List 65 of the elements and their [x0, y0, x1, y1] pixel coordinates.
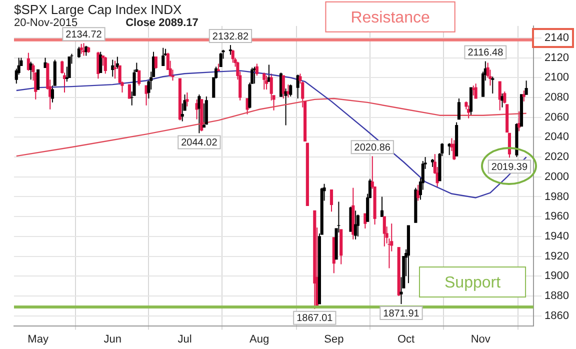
- candlestick: [231, 49, 234, 64]
- x-tick-label: Aug: [250, 333, 270, 346]
- y-tick-label: 2140: [544, 32, 570, 44]
- chart-subtitle: 20-Nov-2015: [14, 17, 78, 29]
- chart-title: $SPX Large Cap Index INDX: [14, 2, 183, 17]
- y-tick-label: 2040: [544, 131, 570, 144]
- annotation: 2044.02: [181, 137, 218, 148]
- y-tick-label: 2020: [544, 151, 570, 164]
- candlestick: [262, 72, 266, 90]
- candlestick: [68, 56, 71, 78]
- candlestick: [219, 52, 222, 68]
- candlestick: [356, 214, 360, 237]
- candlestick: [77, 46, 80, 58]
- annotation: 1871.91: [383, 308, 420, 320]
- candlestick: [380, 196, 384, 218]
- candlestick: [354, 210, 358, 240]
- candlestick: [282, 75, 285, 99]
- y-tick-label: 2060: [544, 111, 570, 124]
- annotation: 1867.01: [296, 313, 334, 324]
- candlestick: [162, 47, 165, 66]
- candlestick: [330, 189, 334, 212]
- candlestick: [286, 84, 290, 98]
- candlestick: [382, 216, 386, 247]
- x-tick-label: Nov: [470, 333, 491, 346]
- candlestick: [491, 76, 494, 94]
- candlestick: [138, 70, 141, 86]
- candlestick: [457, 98, 460, 120]
- y-tick-label: 1900: [544, 270, 570, 282]
- candlestick: [80, 43, 83, 54]
- y-tick-label: 1980: [544, 190, 570, 203]
- x-tick-label: Jun: [104, 333, 122, 346]
- candlestick: [104, 56, 107, 74]
- annotation: 2019.39: [491, 162, 528, 173]
- annotation: Close 2089.17: [126, 17, 198, 29]
- candlestick: [524, 80, 528, 95]
- y-tick-label: 1860: [544, 310, 570, 322]
- candlestick: [36, 69, 40, 90]
- candlestick: [255, 63, 258, 76]
- candlestick: [472, 85, 475, 96]
- candlestick: [180, 102, 184, 122]
- annotation: 2116.48: [468, 48, 504, 59]
- y-tick-label: 1940: [544, 230, 570, 242]
- candlestick: [113, 60, 117, 80]
- x-tick-label: May: [28, 333, 49, 346]
- y-tick-label: 2100: [544, 72, 570, 84]
- y-tick-label: 2120: [544, 52, 570, 64]
- annotation: 2020.86: [354, 142, 391, 154]
- candlestick: [186, 92, 189, 107]
- y-tick-label: 1920: [544, 250, 570, 262]
- y-tick-label: 1880: [544, 290, 570, 302]
- x-tick-label: Oct: [397, 333, 415, 346]
- candlestick: [128, 84, 131, 99]
- candlestick: [202, 102, 206, 128]
- candlestick: [522, 90, 526, 102]
- ref-line-label: Support: [444, 274, 502, 292]
- x-tick-label: Jul: [178, 333, 192, 346]
- annotation: 2134.72: [66, 29, 102, 40]
- x-tick-label: Sep: [324, 333, 344, 346]
- y-tick-label: 2000: [544, 170, 570, 183]
- candlestick: [474, 83, 478, 99]
- y-tick-label: 1960: [544, 210, 570, 223]
- candlestick: [154, 56, 158, 70]
- y-tick-label: 2080: [544, 92, 570, 104]
- ref-line-label: Resistance: [350, 9, 430, 26]
- annotation: 2132.82: [212, 31, 249, 42]
